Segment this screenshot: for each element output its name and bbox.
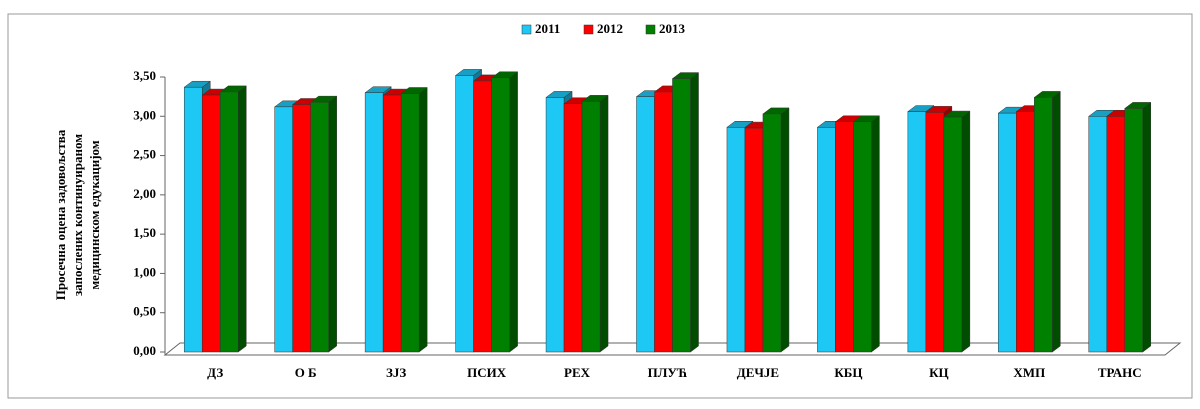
bar-side — [1142, 101, 1152, 353]
bar — [925, 112, 945, 353]
y-tick-label: 2,50 — [133, 147, 156, 162]
bar-side — [961, 110, 971, 353]
bar — [1124, 108, 1144, 353]
bar — [400, 93, 420, 353]
bar-group — [943, 110, 971, 353]
bar — [817, 127, 836, 353]
bar-group — [400, 87, 428, 353]
y-tick-label: 3,50 — [133, 68, 156, 83]
legend-label: 2013 — [659, 21, 686, 36]
y-axis-label: медицинском едукацијом — [87, 140, 102, 289]
y-tick-label: 3,00 — [133, 107, 156, 122]
bar-group — [852, 115, 881, 353]
bar — [581, 101, 601, 353]
bar-side — [780, 107, 790, 353]
bar — [382, 94, 402, 353]
bar-side — [690, 72, 699, 353]
bar — [762, 113, 782, 353]
y-axis-label: запослених континуираном — [70, 134, 85, 296]
bar-group — [309, 95, 338, 353]
x-tick-label: ДЗ — [207, 365, 223, 380]
bar — [364, 92, 384, 353]
bar — [219, 91, 239, 353]
legend-swatch — [583, 24, 594, 35]
bar-group — [219, 85, 247, 353]
x-tick-label: КЦ — [929, 365, 949, 380]
bar — [274, 106, 293, 353]
y-tick-label: 1,00 — [133, 264, 156, 279]
y-tick-label: 2,00 — [133, 186, 156, 201]
bar — [183, 86, 203, 353]
bar — [292, 104, 311, 353]
bar — [636, 96, 655, 353]
bar — [491, 77, 510, 353]
bar — [853, 121, 872, 353]
bar — [998, 112, 1017, 353]
y-tick-label: 0,00 — [133, 343, 156, 358]
legend-label: 2011 — [535, 21, 560, 36]
bar-group — [671, 72, 700, 353]
x-tick-label: КБЦ — [834, 365, 862, 380]
y-tick-label: 1,50 — [133, 225, 156, 240]
x-tick-label: ПСИХ — [467, 365, 507, 380]
x-tick-label: ДЕЧЈЕ — [737, 365, 779, 380]
bar-side — [237, 85, 247, 353]
y-tick-label: 0,50 — [133, 304, 156, 319]
bar — [654, 91, 673, 353]
bar-group — [1033, 90, 1062, 353]
bar — [1106, 116, 1126, 353]
legend-swatch — [645, 24, 656, 35]
x-tick-label: ХМП — [1013, 365, 1045, 380]
bar — [1088, 116, 1108, 353]
legend-label: 2012 — [597, 21, 623, 36]
x-tick-label: ЗЈЗ — [386, 365, 406, 380]
bar-group — [490, 71, 519, 353]
bar — [726, 127, 746, 353]
bar-group — [1124, 101, 1152, 353]
bar — [473, 80, 492, 353]
bar-side — [871, 115, 880, 353]
bar-group — [581, 94, 609, 353]
x-tick-label: О Б — [295, 365, 317, 380]
bar — [455, 75, 474, 353]
bar — [835, 121, 854, 353]
bar — [744, 127, 764, 353]
bar — [943, 116, 963, 353]
bar — [545, 97, 565, 353]
legend-swatch — [521, 24, 532, 35]
bar-side — [1052, 90, 1061, 353]
y-axis-label: Просечна оцена задовољства — [53, 129, 68, 300]
x-tick-label: ПЛУЋ — [648, 365, 688, 380]
bar — [907, 111, 927, 353]
bar — [201, 94, 221, 353]
bar — [1034, 97, 1053, 353]
bar-side — [418, 87, 428, 353]
bar-group — [762, 107, 790, 353]
bar-side — [328, 95, 337, 353]
bar — [310, 101, 329, 353]
bar — [672, 78, 691, 353]
bar — [563, 103, 583, 353]
bar — [1016, 111, 1035, 353]
bar-side — [599, 94, 609, 353]
x-tick-label: ТРАНС — [1098, 365, 1142, 380]
bar-side — [509, 71, 518, 353]
x-tick-label: РЕХ — [564, 365, 591, 380]
